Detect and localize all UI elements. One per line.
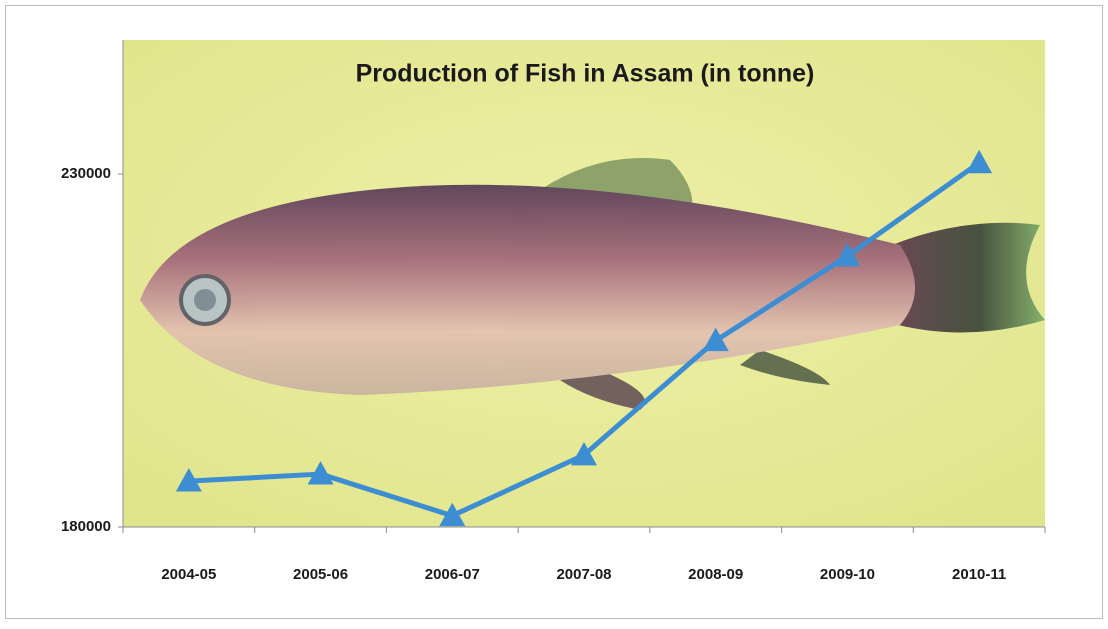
data-marker <box>439 502 466 527</box>
data-marker <box>571 442 597 466</box>
data-marker <box>307 461 334 485</box>
x-tick-label: 2005-06 <box>293 566 348 583</box>
anal-fin <box>740 350 830 385</box>
data-marker <box>834 242 861 267</box>
x-tick-label: 2004-05 <box>161 566 216 583</box>
pelvic-fin <box>560 370 645 410</box>
data-marker <box>966 149 993 174</box>
data-marker <box>702 327 729 352</box>
y-tick-label: 230000 <box>61 165 111 182</box>
x-tick-label: 2008-09 <box>688 566 743 583</box>
x-tick-label: 2006-07 <box>425 566 480 583</box>
fish-pupil <box>194 289 216 311</box>
tail-fin <box>880 222 1045 333</box>
x-tick-label: 2010-11 <box>952 566 1006 583</box>
y-tick-label: 180000 <box>61 518 111 535</box>
chart-title: Production of Fish in Assam (in tonne) <box>356 60 815 88</box>
x-tick-label: 2009-10 <box>820 566 875 583</box>
data-marker <box>175 468 202 492</box>
x-tick-label: 2007-08 <box>556 566 611 583</box>
